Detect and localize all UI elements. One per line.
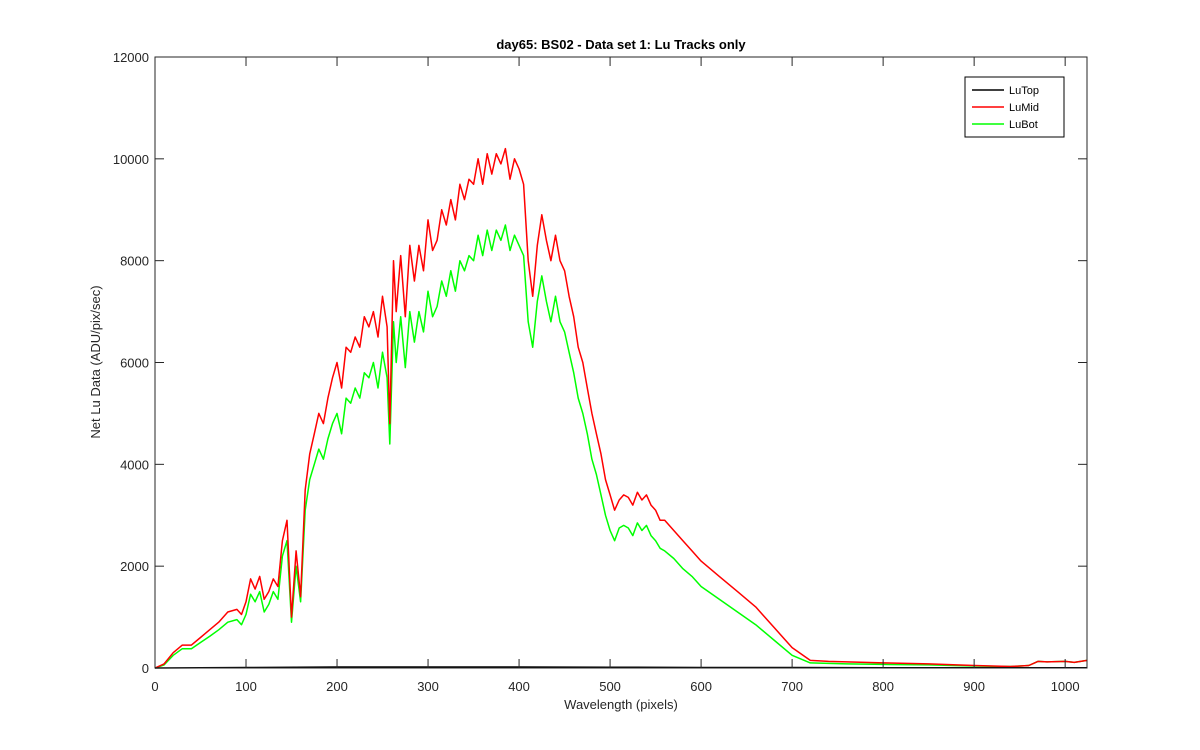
x-tick-label: 200 xyxy=(326,679,348,694)
x-tick-label: 0 xyxy=(151,679,158,694)
plot-area xyxy=(155,57,1087,668)
x-tick-label: 900 xyxy=(963,679,985,694)
series-line-lubot xyxy=(154,224,1088,669)
x-axis-label: Wavelength (pixels) xyxy=(564,697,678,712)
y-tick-label: 4000 xyxy=(120,457,149,472)
x-tick-label: 1000 xyxy=(1051,679,1080,694)
y-tick-label: 10000 xyxy=(113,152,149,167)
legend: LuTop LuMid LuBot xyxy=(964,76,1065,138)
x-tick-label: 400 xyxy=(508,679,530,694)
x-tick-label: 100 xyxy=(235,679,257,694)
y-tick-label: 12000 xyxy=(113,50,149,65)
legend-label-lutop: LuTop xyxy=(1009,85,1039,97)
x-tick-label: 600 xyxy=(690,679,712,694)
y-tick-label: 6000 xyxy=(120,356,149,371)
y-axis-ticks: 0 2000 4000 6000 8000 10000 12000 xyxy=(113,50,1087,676)
y-axis-label: Net Lu Data (ADU/pix/sec) xyxy=(88,285,103,438)
chart-title: day65: BS02 - Data set 1: Lu Tracks only xyxy=(496,37,746,52)
x-tick-label: 700 xyxy=(781,679,803,694)
legend-label-lumid: LuMid xyxy=(1009,102,1039,114)
y-tick-label: 2000 xyxy=(120,559,149,574)
series-line-lumid xyxy=(154,147,1088,669)
x-tick-label: 800 xyxy=(872,679,894,694)
x-axis-ticks: 0 100 200 300 400 500 600 700 800 900 1000 xyxy=(151,57,1080,694)
y-tick-label: 8000 xyxy=(120,254,149,269)
y-tick-label: 0 xyxy=(142,661,149,676)
legend-label-lubot: LuBot xyxy=(1009,119,1038,131)
x-tick-label: 300 xyxy=(417,679,439,694)
x-tick-label: 500 xyxy=(599,679,621,694)
